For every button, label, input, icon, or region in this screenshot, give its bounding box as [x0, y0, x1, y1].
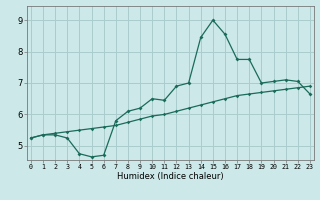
- X-axis label: Humidex (Indice chaleur): Humidex (Indice chaleur): [117, 172, 224, 181]
